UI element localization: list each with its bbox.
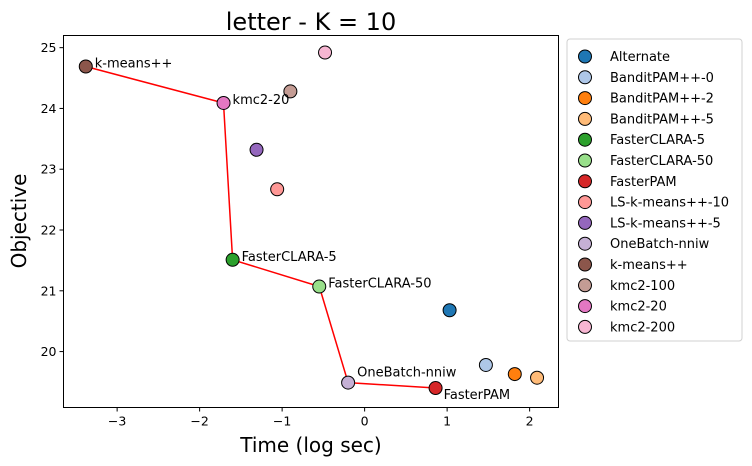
legend-marker-kmc2-200 [578, 319, 592, 334]
point-banditpamplusplus-2 [507, 367, 522, 382]
annotation-fasterpam: FasterPAM [444, 388, 511, 403]
legend-label-k-meansplusplus: k-means++ [610, 258, 688, 273]
legend-label-alternate: Alternate [610, 50, 670, 65]
y-axis-title: Objective [7, 174, 31, 269]
point-banditpamplusplus-5 [530, 370, 545, 385]
y-tick-label: 25 [41, 40, 57, 55]
data-points [78, 45, 545, 396]
y-tick-label: 21 [41, 283, 57, 298]
point-fasterpam [428, 381, 443, 396]
y-tick-label: 23 [41, 162, 57, 177]
legend-label-ls-k-meansplusplus-10: LS-k-means++-10 [610, 196, 729, 211]
x-tick-label: 0 [361, 414, 369, 429]
point-fasterclara-5 [225, 252, 240, 267]
x-axis: −3 −2 −1 0 1 2 [108, 407, 534, 429]
legend-label-banditpamplusplus-0: BanditPAM++-0 [610, 71, 714, 86]
pareto-front-line [85, 65, 436, 389]
legend-marker-kmc2-20 [578, 299, 592, 314]
y-tick-label: 20 [41, 344, 57, 359]
annotation-onebatch-nniw: OneBatch-nniw [357, 366, 457, 381]
legend-label-fasterclara-50: FasterCLARA-50 [610, 154, 713, 169]
legend-marker-ls-k-meansplusplus-5 [578, 215, 592, 230]
point-annotations: k-means++ kmc2-20 FasterCLARA-5 FasterCLARA… [95, 57, 510, 404]
x-tick-label: 1 [443, 414, 451, 429]
pareto-front [85, 65, 436, 389]
x-tick-label: −3 [108, 414, 126, 429]
chart-title: letter - K = 10 [226, 8, 396, 36]
plot-area [63, 35, 559, 408]
x-axis-title: Time (log sec) [239, 433, 381, 457]
y-tick-label: 22 [41, 223, 57, 238]
point-onebatch-nniw [341, 375, 356, 390]
point-kmc2-200 [318, 45, 333, 60]
legend-marker-banditpamplusplus-0 [578, 70, 592, 85]
point-fasterclara-50 [312, 279, 327, 294]
legend-marker-alternate [578, 49, 592, 64]
legend-label-banditpamplusplus-5: BanditPAM++-5 [610, 112, 714, 127]
y-axis: 20 21 22 23 24 25 [41, 40, 64, 359]
legend-marker-onebatch-nniw [578, 236, 592, 251]
legend-marker-banditpamplusplus-2 [578, 91, 592, 106]
annotation-fasterclara-50: FasterCLARA-50 [328, 277, 431, 292]
point-ls-k-meansplusplus-10 [270, 182, 285, 197]
legend-label-fasterpam: FasterPAM [610, 175, 677, 190]
point-alternate [442, 303, 457, 318]
x-tick-label: −1 [273, 414, 291, 429]
annotation-kmc2-20: kmc2-20 [233, 93, 290, 108]
annotation-k-meansplusplus: k-means++ [95, 57, 173, 72]
legend-marker-k-meansplusplus [578, 257, 592, 272]
annotation-fasterclara-5: FasterCLARA-5 [242, 250, 337, 265]
point-ls-k-meansplusplus-5 [249, 142, 264, 157]
legend-label-kmc2-100: kmc2-100 [610, 279, 675, 294]
legend-marker-fasterclara-50 [578, 153, 592, 168]
legend-marker-fasterpam [578, 174, 592, 189]
legend-marker-fasterclara-5 [578, 132, 592, 147]
point-kmc2-20 [216, 95, 231, 110]
legend-label-onebatch-nniw: OneBatch-nniw [610, 237, 710, 252]
legend-marker-banditpamplusplus-5 [578, 111, 592, 126]
legend-marker-kmc2-100 [578, 278, 592, 293]
legend-box [566, 38, 743, 342]
point-banditpamplusplus-0 [478, 357, 493, 372]
legend-label-banditpamplusplus-2: BanditPAM++-2 [610, 92, 714, 107]
legend-label-ls-k-meansplusplus-5: LS-k-means++-5 [610, 216, 721, 231]
y-tick-label: 24 [41, 101, 57, 116]
legend: Alternate BanditPAM++-0 BanditPAM++-2 Bandi… [566, 38, 743, 342]
legend-label-kmc2-20: kmc2-20 [610, 300, 667, 315]
x-tick-label: 2 [526, 414, 534, 429]
legend-label-fasterclara-5: FasterCLARA-5 [610, 133, 705, 148]
point-kmc2-100 [283, 84, 298, 99]
x-tick-label: −2 [190, 414, 208, 429]
point-k-meansplusplus [78, 59, 93, 74]
legend-label-kmc2-200: kmc2-200 [610, 320, 675, 335]
legend-marker-ls-k-meansplusplus-10 [578, 195, 592, 210]
